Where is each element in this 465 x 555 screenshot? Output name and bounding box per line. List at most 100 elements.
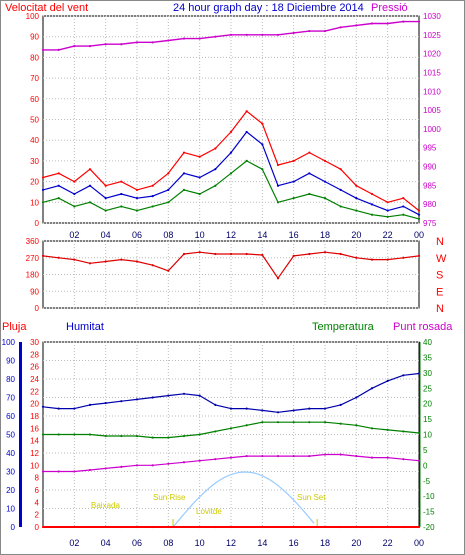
x-tick-label-top: 08 [163, 230, 173, 240]
rain-y-tick-label: 16 [30, 424, 39, 433]
wind-direction-line-point [182, 252, 186, 256]
rain-y-tick-label: 2 [35, 511, 40, 520]
dewpoint-line-point [355, 454, 358, 458]
humidity-line-point [308, 407, 311, 410]
wind-average-line-point [198, 176, 201, 179]
wind-low-line-point [57, 197, 60, 200]
pressure-y-tick-label: 980 [423, 200, 437, 209]
wind-average-line-point [88, 184, 92, 187]
wind-gust-line-point [135, 188, 139, 191]
wind-gust-line-point [167, 172, 170, 175]
temperature-title: Temperatura [312, 321, 375, 333]
temperature-line-point [41, 433, 45, 436]
direction-y-tick-label: 360 [26, 237, 40, 246]
pressure-y-tick-label: 1025 [423, 31, 441, 40]
wind-average-line-point [323, 180, 327, 183]
pressure-line-point [198, 37, 201, 40]
rain-y-tick-label: 26 [30, 363, 39, 372]
pressure-line-point [308, 29, 311, 33]
temperature-line-point [261, 421, 264, 424]
temperature-y-tick-label: 30 [423, 369, 432, 378]
wind-low-line-point [229, 172, 233, 175]
wind-gust-line-point [339, 168, 342, 171]
temperature-line-point [104, 434, 107, 438]
temperature-line-point [386, 428, 389, 431]
wind-gust-line-point [41, 176, 45, 179]
wind-direction-line-point [245, 252, 248, 256]
rain-line-point [339, 525, 342, 529]
pressure-line-point [167, 39, 170, 42]
x-tick-label-bottom: 14 [257, 538, 267, 548]
temperature-line-point [198, 433, 201, 436]
humidity-line-point [104, 401, 107, 405]
x-tick-label-top: 22 [383, 230, 393, 240]
humidity-line-point [41, 405, 45, 408]
direction-series [41, 251, 421, 280]
pressure-line-point [339, 26, 342, 29]
wind-low-line-point [135, 209, 139, 212]
wind-direction-line-point [308, 252, 311, 256]
wind-average-line-point [417, 213, 421, 216]
wind-gust-line-point [104, 184, 107, 187]
wind-low-line-point [214, 184, 217, 187]
rain-line-point [120, 525, 123, 529]
temperature-y-tick-label: 0 [423, 461, 428, 470]
wind-y-tick-label: 20 [30, 178, 39, 187]
rain-line-point [57, 525, 60, 529]
rain-line-point [198, 525, 201, 529]
pressure-line-point [245, 33, 248, 36]
sunrise-label: Sun Rise [153, 493, 186, 502]
rain-y-tick-label: 20 [30, 400, 39, 409]
wind-gust-line-point [88, 168, 92, 171]
wind-direction-line-point [167, 269, 170, 272]
wind-y-tick-label: 80 [30, 53, 39, 62]
wind-direction-line-point [386, 258, 389, 261]
x-tick-label-top: 16 [289, 230, 299, 240]
pressure-line-point [214, 35, 217, 38]
rain-line-point [370, 525, 374, 529]
x-tick-label-bottom: 06 [132, 538, 142, 548]
x-tick-label-bottom: 12 [226, 538, 236, 548]
wind-low-line-point [292, 197, 295, 200]
temperature-line-point [339, 422, 342, 425]
rain-y-tick-label: 30 [30, 338, 39, 347]
humidity-line-point [402, 374, 405, 377]
wind-low-line-point [261, 168, 264, 171]
wind-average-line-point [214, 168, 217, 171]
pressure-line-point [417, 20, 421, 23]
rain-y-tick-label: 0 [35, 523, 40, 532]
temperature-line-point [355, 424, 358, 427]
humidity-line-point [229, 407, 233, 410]
humidity-line-point [151, 396, 154, 399]
temperature-y-tick-label: -5 [423, 477, 431, 486]
humidity-line-point [214, 403, 217, 406]
dewpoint-line-point [339, 453, 342, 456]
humidity-line-point [167, 394, 170, 397]
moonrise-label: Baixada [91, 501, 120, 510]
humidity-line-point [355, 396, 358, 399]
wind-y-tick-label: 90 [30, 33, 39, 42]
temperature-y-tick-label: 20 [423, 400, 432, 409]
humidity-line-point [73, 407, 76, 410]
dewpoint-line-point [292, 454, 295, 458]
x-tick-label-top: 18 [320, 230, 330, 240]
temperature-line-point [370, 427, 374, 430]
temperature-line-point [308, 421, 311, 424]
wind-gust-line-point [323, 159, 327, 162]
compass-label: N [436, 303, 444, 315]
temperature-line-point [182, 434, 186, 438]
rain-line-point [292, 525, 295, 529]
pressure-line-point [355, 24, 358, 27]
temperature-y-tick-label: -15 [423, 508, 435, 517]
wind-direction-line-point [402, 256, 405, 259]
humidity-y-tick-label: 100 [2, 338, 16, 347]
humidity-y-tick-label: 20 [6, 486, 15, 495]
wind-average-line-point [167, 188, 170, 191]
wind-average-line-point [41, 188, 45, 191]
wind-average-line-point [120, 192, 123, 196]
wind-series [41, 20, 421, 220]
x-tick-label-bottom: 16 [289, 538, 299, 548]
compass-label: E [436, 286, 443, 298]
wind-average-line-point [245, 130, 248, 134]
wind-gust-line-point [57, 172, 60, 175]
